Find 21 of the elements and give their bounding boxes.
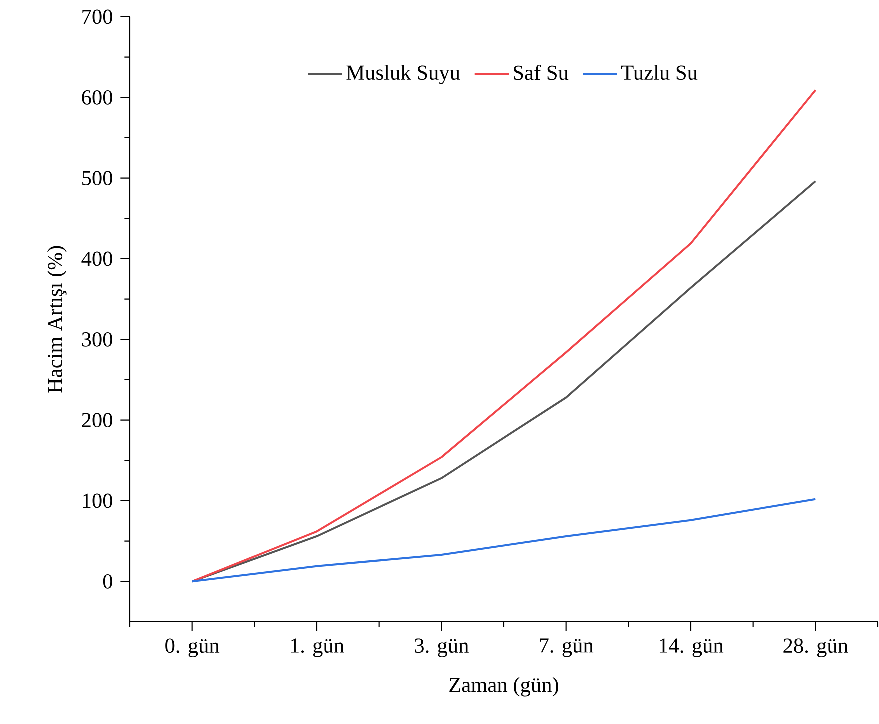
line-series (191, 498, 817, 583)
x-tick-label: 7. gün (540, 638, 594, 658)
x-tick-label: 0. gün (166, 638, 220, 658)
x-tick-label: 3. gün (415, 638, 469, 658)
legend-label: Saf Su (514, 64, 569, 80)
y-tick-label: 200 (82, 413, 112, 428)
x-tick-label: 1. gün (291, 638, 344, 658)
y-tick-label: 500 (82, 171, 112, 186)
y-tick-label: 100 (83, 494, 112, 508)
y-tick-label: 600 (82, 90, 112, 105)
x-tick-label: 14. gün (660, 638, 724, 658)
line-series (191, 89, 817, 583)
y-axis-title: Hacim Artışı (%) (47, 246, 67, 393)
y-tick-label: 400 (82, 252, 112, 266)
x-axis-title: Zaman (gün) (450, 677, 558, 697)
legend-label: Musluk Suyu (346, 65, 460, 84)
x-tick-label: 28. gün (784, 638, 848, 658)
y-tick-label: 700 (82, 10, 112, 24)
y-tick-label: 0 (103, 574, 112, 589)
y-tick-label: 300 (82, 332, 112, 347)
legend-label: Tuzlu Su (622, 65, 698, 80)
